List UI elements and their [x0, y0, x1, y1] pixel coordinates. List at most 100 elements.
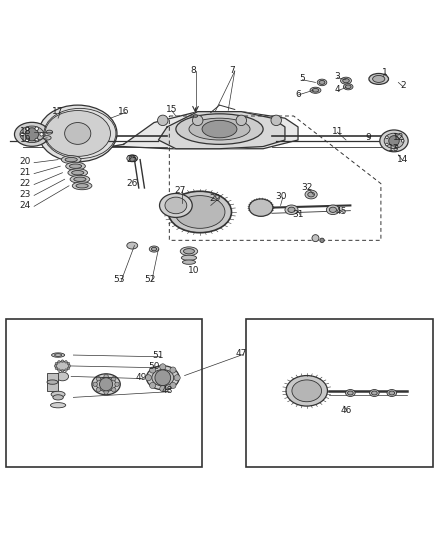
Circle shape — [96, 376, 100, 381]
Ellipse shape — [248, 199, 272, 216]
Circle shape — [35, 138, 39, 142]
Circle shape — [68, 365, 71, 367]
Ellipse shape — [159, 193, 192, 217]
Ellipse shape — [61, 156, 81, 164]
Text: 49: 49 — [135, 373, 146, 382]
Ellipse shape — [165, 197, 186, 214]
Ellipse shape — [383, 133, 403, 149]
Circle shape — [61, 360, 64, 362]
Ellipse shape — [46, 130, 53, 134]
Ellipse shape — [96, 377, 116, 391]
Text: 20: 20 — [20, 157, 31, 166]
Circle shape — [67, 367, 70, 370]
Circle shape — [170, 367, 176, 373]
Text: 15: 15 — [166, 105, 177, 114]
Ellipse shape — [51, 353, 64, 357]
Ellipse shape — [307, 192, 314, 197]
Bar — [6, 319, 201, 467]
Text: 9: 9 — [364, 133, 370, 142]
Polygon shape — [110, 111, 297, 149]
Text: 10: 10 — [187, 266, 198, 276]
Circle shape — [64, 360, 67, 363]
Ellipse shape — [291, 380, 321, 402]
Ellipse shape — [345, 85, 350, 88]
Ellipse shape — [182, 260, 195, 264]
Ellipse shape — [45, 110, 110, 156]
Text: 32: 32 — [300, 183, 312, 192]
Text: 14: 14 — [396, 155, 407, 164]
Text: 31: 31 — [292, 209, 303, 219]
Circle shape — [145, 375, 151, 381]
Circle shape — [385, 143, 387, 146]
Ellipse shape — [311, 88, 318, 92]
Circle shape — [40, 133, 43, 136]
Ellipse shape — [286, 376, 327, 406]
Text: 22: 22 — [20, 179, 31, 188]
Circle shape — [115, 382, 119, 386]
Circle shape — [236, 115, 246, 126]
Text: 50: 50 — [148, 362, 159, 372]
Circle shape — [111, 387, 116, 392]
Text: 2: 2 — [399, 81, 405, 90]
Ellipse shape — [342, 78, 349, 83]
Text: 53: 53 — [113, 275, 125, 284]
Circle shape — [170, 382, 176, 389]
Text: 48: 48 — [161, 386, 173, 395]
Ellipse shape — [64, 123, 91, 144]
Circle shape — [55, 362, 57, 365]
Ellipse shape — [201, 120, 237, 138]
Polygon shape — [158, 111, 284, 149]
Circle shape — [385, 136, 387, 139]
Ellipse shape — [146, 366, 179, 390]
Ellipse shape — [388, 391, 394, 395]
Ellipse shape — [51, 391, 65, 398]
Text: 29: 29 — [209, 195, 220, 204]
Text: 11: 11 — [331, 127, 342, 136]
Ellipse shape — [193, 115, 197, 117]
Text: 8: 8 — [190, 66, 196, 75]
Ellipse shape — [65, 157, 77, 162]
Ellipse shape — [174, 196, 224, 228]
Ellipse shape — [39, 105, 117, 162]
Text: 21: 21 — [20, 168, 31, 177]
Ellipse shape — [55, 361, 69, 371]
Text: 6: 6 — [294, 90, 300, 99]
Ellipse shape — [183, 248, 194, 254]
Circle shape — [93, 382, 97, 386]
Text: 5: 5 — [299, 75, 304, 84]
Circle shape — [25, 127, 29, 131]
Circle shape — [388, 135, 398, 146]
Ellipse shape — [20, 126, 44, 143]
Circle shape — [192, 115, 202, 126]
Circle shape — [159, 364, 166, 370]
Circle shape — [155, 370, 170, 385]
Text: 46: 46 — [339, 406, 351, 415]
Ellipse shape — [68, 169, 87, 176]
Ellipse shape — [287, 207, 294, 213]
Ellipse shape — [74, 177, 86, 181]
Text: 45: 45 — [335, 207, 346, 216]
Ellipse shape — [371, 391, 376, 395]
Text: 16: 16 — [117, 107, 129, 116]
Text: 26: 26 — [126, 179, 138, 188]
Circle shape — [311, 235, 318, 241]
Text: 1: 1 — [381, 68, 387, 77]
Circle shape — [57, 360, 60, 363]
Text: 27: 27 — [174, 185, 186, 195]
Ellipse shape — [379, 130, 407, 152]
Ellipse shape — [53, 395, 63, 400]
Ellipse shape — [317, 79, 326, 86]
Ellipse shape — [70, 175, 89, 183]
Text: 25: 25 — [126, 155, 138, 164]
Ellipse shape — [14, 123, 49, 147]
Ellipse shape — [386, 390, 396, 397]
Text: 19: 19 — [20, 135, 31, 144]
Circle shape — [159, 385, 166, 392]
Text: 30: 30 — [274, 192, 286, 201]
Circle shape — [99, 378, 113, 391]
Text: 18: 18 — [20, 127, 31, 136]
Circle shape — [67, 362, 70, 365]
Circle shape — [104, 390, 108, 394]
Text: 52: 52 — [144, 275, 155, 284]
Circle shape — [25, 138, 29, 142]
